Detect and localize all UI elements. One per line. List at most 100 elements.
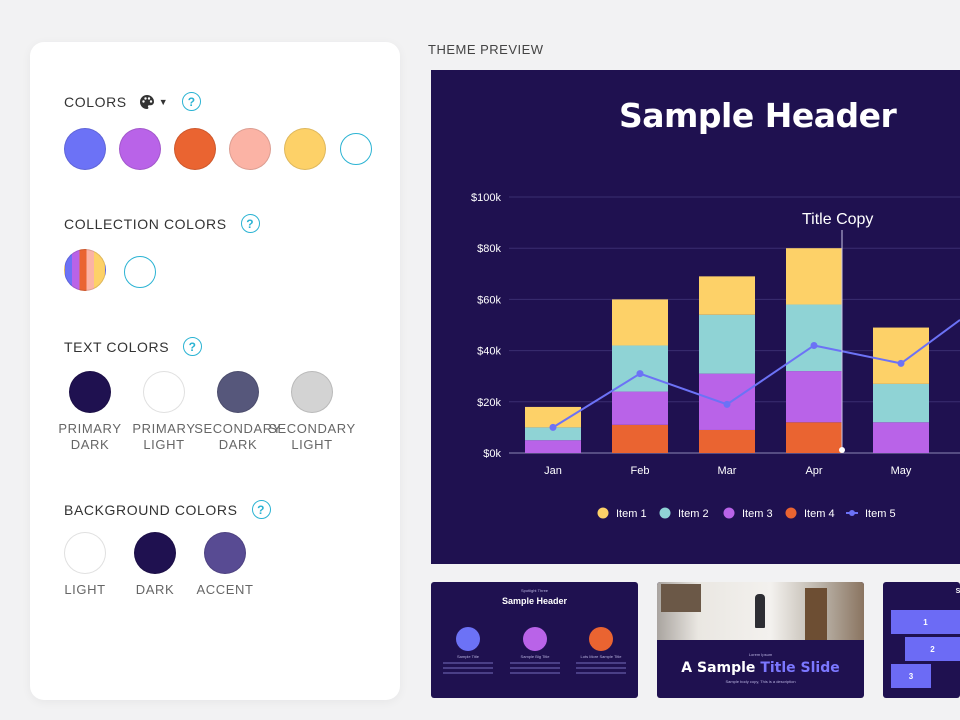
thumb1-header: Sample Header	[501, 596, 568, 606]
background-color-label: DARK	[135, 582, 175, 597]
line-point	[723, 400, 731, 408]
bar-segment	[699, 276, 755, 315]
text-colors-section-title: TEXT COLORS ?	[64, 337, 203, 356]
bar-segment	[873, 383, 929, 423]
background-color-swatch[interactable]	[204, 532, 246, 574]
annotation-point	[839, 447, 845, 453]
palette-icon	[139, 94, 154, 109]
legend-marker	[785, 507, 797, 519]
collection-colors-title: COLLECTION COLORS	[64, 215, 227, 232]
bar-segment	[699, 314, 755, 374]
slide-thumbnail-2[interactable]: Lorem Ipsum A Sample Title Slide Sample …	[657, 582, 864, 698]
thumb1-caption-3: Lots More Sample Title	[580, 654, 622, 659]
office-photo	[657, 582, 864, 640]
swatch-blue[interactable]	[64, 128, 106, 170]
legend-marker	[659, 507, 671, 519]
bar-segment	[699, 429, 755, 453]
legend-label: Item 2	[678, 508, 709, 520]
palette-dropdown-button[interactable]: ▼	[139, 94, 169, 110]
person-icon	[589, 627, 613, 651]
y-tick-label: $0k	[483, 448, 501, 460]
colors-section-title: COLORS ▼ ?	[64, 92, 202, 111]
text-color-swatch[interactable]	[69, 371, 111, 413]
swatch-yellow[interactable]	[284, 128, 326, 170]
chevron-down-icon: ▼	[158, 96, 169, 107]
legend-line-point	[849, 510, 855, 516]
line-point	[897, 359, 905, 367]
bar-segment	[612, 299, 668, 346]
slide-thumbnail-1[interactable]: Spotlight Three Sample Header Sample Tit…	[431, 582, 638, 698]
colors-help-icon[interactable]: ?	[182, 92, 202, 111]
bar-segment	[873, 327, 929, 384]
text-colors-help-icon[interactable]: ?	[183, 337, 203, 356]
thumb2-title-part-2: Title Slide	[760, 660, 840, 676]
line-point	[549, 423, 557, 431]
thumb1-text-line	[576, 667, 626, 669]
collection-swatch[interactable]	[64, 249, 106, 291]
text-color-swatch[interactable]	[143, 371, 185, 413]
main-slide-preview: Sample Header $0k $20k $40k $60k $80k $100k Ja…	[431, 70, 960, 564]
slide-header: Sample Header	[619, 96, 897, 135]
background-colors-title: BACKGROUND COLORS	[64, 501, 238, 518]
x-tick-label: Apr	[805, 465, 822, 477]
text-color-label: SECONDARY LIGHT	[268, 421, 356, 452]
colors-title: COLORS	[64, 93, 127, 110]
bar-segment	[612, 424, 668, 453]
text-color-label: PRIMARY DARK	[58, 421, 122, 452]
swatch-peach[interactable]	[229, 128, 271, 170]
x-tick-label: Mar	[718, 465, 737, 477]
line-point	[810, 341, 818, 349]
y-tick-label: $20k	[477, 397, 501, 409]
thumb3-step-1: 1	[891, 610, 960, 634]
annotation-label: Title Copy	[802, 211, 873, 228]
thumb1-text-line	[443, 667, 493, 669]
bar-segment	[525, 427, 581, 441]
photo-wall-art	[661, 584, 701, 612]
legend-marker	[597, 507, 609, 519]
swatch-purple[interactable]	[119, 128, 161, 170]
legend-marker	[723, 507, 735, 519]
text-color-swatch[interactable]	[217, 371, 259, 413]
background-colors-help-icon[interactable]: ?	[251, 500, 271, 519]
collection-colors-section-title: COLLECTION COLORS ?	[64, 214, 260, 233]
slide-thumbnail-3[interactable]: S 1 2 3	[883, 582, 960, 698]
add-color-button[interactable]	[340, 133, 372, 165]
thumb1-text-line	[510, 667, 560, 669]
add-collection-button[interactable]	[124, 256, 156, 288]
thumb2-title-part-1: A Sample	[681, 660, 761, 676]
bar-segment	[873, 422, 929, 453]
stacked-bar-chart: $0k $20k $40k $60k $80k $100k Jan Feb Mar Apr May T…	[471, 192, 960, 520]
bar-segment	[525, 406, 581, 428]
text-color-label: PRIMARY LIGHT	[132, 421, 196, 452]
bar-segment	[612, 391, 668, 425]
line-series	[552, 319, 960, 429]
photo-person	[755, 594, 765, 628]
target-icon	[523, 627, 547, 651]
background-color-swatch[interactable]	[64, 532, 106, 574]
legend-label: Item 3	[742, 508, 773, 520]
text-color-label: SECONDARY DARK	[194, 421, 282, 452]
y-tick-label: $40k	[477, 346, 501, 358]
thumb2-title: A Sample Title Slide	[657, 660, 864, 676]
legend-label: Item 5	[865, 508, 896, 520]
x-tick-label: Jan	[544, 465, 562, 477]
y-tick-label: $60k	[477, 294, 501, 306]
text-colors-title: TEXT COLORS	[64, 338, 170, 355]
thumb2-subtitle: Sample body copy, This is a description	[725, 679, 796, 684]
x-tick-label: May	[891, 465, 912, 477]
thumb1-text-line	[443, 672, 493, 674]
thumb1-text-line	[443, 662, 493, 664]
theme-settings-panel: COLORS ▼ ? COLLECTION COLORS ? TEXT COLO…	[30, 42, 400, 700]
text-color-swatch[interactable]	[291, 371, 333, 413]
x-tick-label: Feb	[631, 465, 650, 477]
collection-colors-help-icon[interactable]: ?	[240, 214, 260, 233]
theme-preview-title: THEME PREVIEW	[428, 42, 544, 57]
thumb1-text-line	[576, 672, 626, 674]
thumb1-caption-1: Sample Title	[456, 654, 479, 659]
thumb3-header: S	[955, 588, 960, 595]
swatch-orange[interactable]	[174, 128, 216, 170]
thumb2-kicker: Lorem Ipsum	[748, 652, 773, 657]
y-tick-label: $100k	[471, 192, 501, 204]
background-color-swatch[interactable]	[134, 532, 176, 574]
bar-segment	[786, 304, 842, 372]
